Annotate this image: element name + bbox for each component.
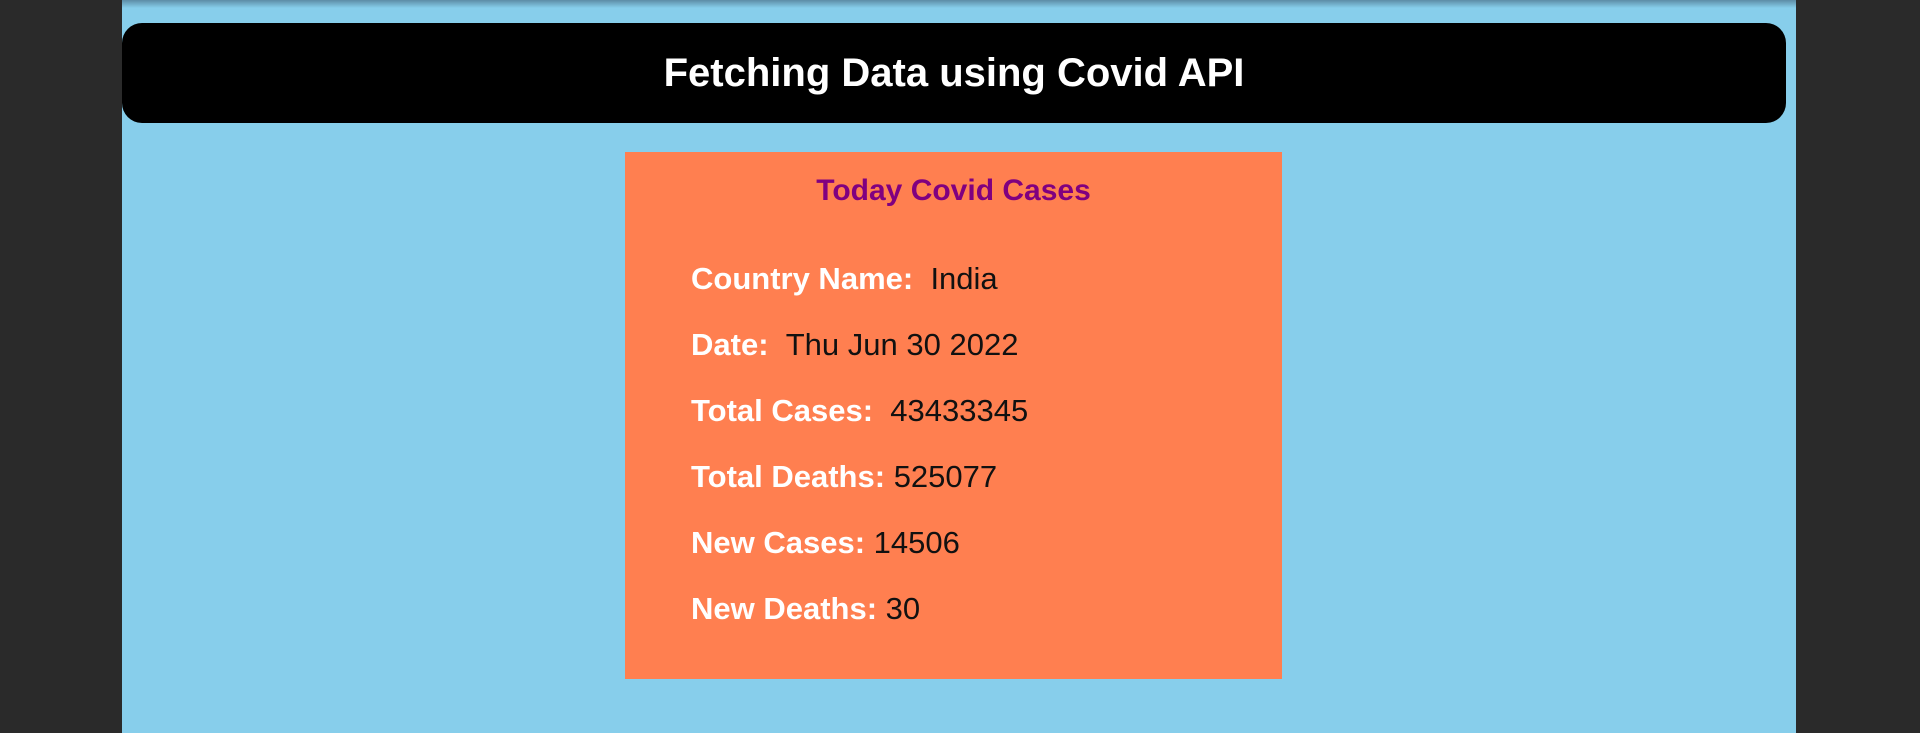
total-cases-value: 43433345	[890, 393, 1029, 428]
page-title: Fetching Data using Covid API	[663, 50, 1245, 95]
page-header: Fetching Data using Covid API	[122, 23, 1786, 123]
total-cases-row: Total Cases: 43433345	[691, 395, 1028, 426]
new-deaths-row: New Deaths: 30	[691, 593, 920, 624]
total-deaths-label: Total Deaths:	[691, 459, 886, 494]
new-cases-label: New Cases:	[691, 525, 866, 560]
new-deaths-label: New Deaths:	[691, 591, 878, 626]
covid-cases-card: Today Covid Cases Country Name: India Da…	[625, 152, 1282, 679]
new-cases-value: 14506	[873, 525, 960, 560]
country-name-value: India	[930, 261, 998, 296]
date-value: Thu Jun 30 2022	[785, 327, 1019, 362]
date-label: Date:	[691, 327, 769, 362]
total-cases-label: Total Cases:	[691, 393, 874, 428]
card-title: Today Covid Cases	[816, 174, 1091, 207]
new-cases-row: New Cases: 14506	[691, 527, 960, 558]
card-header: Today Covid Cases	[625, 174, 1282, 208]
new-deaths-value: 30	[885, 591, 921, 626]
country-name-label: Country Name:	[691, 261, 914, 296]
date-row: Date: Thu Jun 30 2022	[691, 329, 1018, 360]
top-shadow	[122, 0, 1796, 8]
total-deaths-row: Total Deaths: 525077	[691, 461, 997, 492]
total-deaths-value: 525077	[893, 459, 998, 494]
country-name-row: Country Name: India	[691, 263, 998, 294]
page-container: Fetching Data using Covid API Today Covi…	[122, 0, 1796, 733]
